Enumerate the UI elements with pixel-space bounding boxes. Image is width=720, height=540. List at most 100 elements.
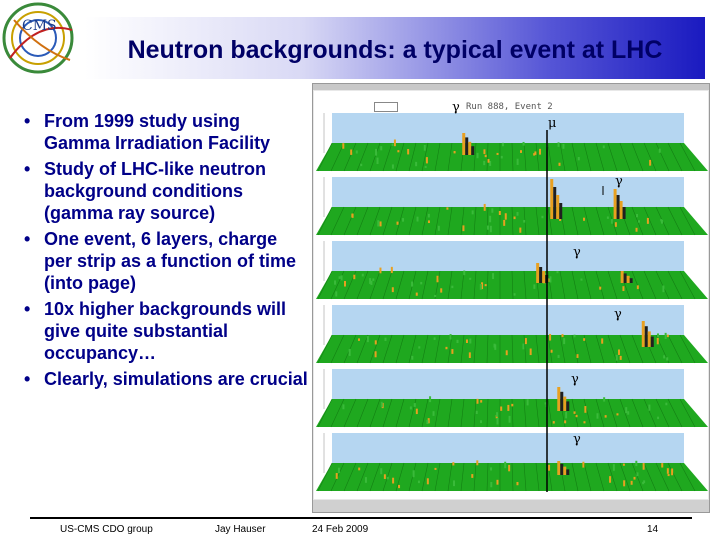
noise-bar (483, 149, 486, 155)
noise-bar (476, 460, 479, 466)
layer-grid-line (460, 206, 465, 236)
noise-bar (573, 334, 576, 338)
noise-bar (635, 227, 638, 232)
signal-peak-bar (471, 146, 475, 155)
signal-peak-bar (641, 321, 645, 347)
layer-grid-line (317, 334, 333, 364)
layer-grid-line (535, 334, 540, 364)
noise-bar (468, 352, 471, 358)
gamma-marker: γ (452, 100, 460, 115)
noise-bar (523, 219, 526, 223)
noise-bar (557, 354, 560, 358)
noise-bar (355, 150, 358, 154)
layer-grid-line (631, 334, 644, 364)
layer-grid-line (559, 270, 566, 300)
noise-bar (369, 278, 372, 284)
noise-bar (377, 220, 380, 227)
noise-bar (511, 403, 514, 407)
layer-grid-line (408, 206, 417, 236)
noise-bar (446, 207, 449, 210)
layer-grid-line (408, 142, 417, 172)
signal-peak-bar (629, 278, 633, 283)
layer-grid-line (547, 142, 553, 172)
layer-grid-line (356, 334, 369, 364)
noise-bar (522, 141, 525, 146)
layer-grid-line (535, 462, 540, 492)
noise-bar (375, 148, 378, 156)
noise-bar (508, 464, 511, 472)
noise-bar (516, 481, 519, 486)
layer-back-wall (332, 369, 684, 399)
noise-bar (490, 467, 493, 471)
noise-bar (562, 143, 565, 149)
noise-bar (409, 406, 412, 410)
layer-grid-line (356, 462, 369, 492)
signal-peak-bar (462, 133, 466, 155)
layer-grid-line (317, 462, 333, 492)
noise-bar (413, 403, 416, 407)
noise-bar (583, 217, 586, 221)
signal-peak-bar (468, 141, 472, 155)
layer-grid-line (595, 462, 605, 492)
noise-bar (416, 216, 419, 222)
layer-grid-line (382, 398, 393, 428)
layer-grid-line (547, 334, 553, 364)
layer-grid-line (571, 334, 579, 364)
noise-bar (583, 338, 586, 341)
cms-logo-icon: CMS (0, 0, 82, 80)
layer-grid-line (511, 270, 514, 300)
layer-grid-line (511, 462, 514, 492)
noise-bar (496, 152, 499, 155)
page-number: 14 (647, 524, 659, 535)
noise-bar (643, 480, 646, 484)
signal-peak-bar (644, 326, 648, 347)
bullet-dot: • (24, 159, 31, 179)
noise-bar (494, 344, 497, 350)
noise-bar (452, 462, 455, 466)
noise-bar (516, 211, 519, 216)
noise-bar (666, 334, 669, 338)
layer-grid-line (631, 270, 644, 300)
layer-grid-line (434, 270, 441, 300)
signal-peak-bar (650, 336, 654, 347)
layer-grid-line (523, 462, 527, 492)
noise-bar (386, 476, 389, 480)
layer-grid-line (655, 270, 670, 300)
noise-bar (463, 270, 466, 276)
signal-peak-bar (613, 189, 617, 219)
layer-grid-line (583, 334, 592, 364)
layer-grid-line (486, 462, 489, 492)
noise-bar (380, 146, 383, 151)
noise-bar (636, 285, 639, 290)
layer-grid-line (317, 206, 333, 236)
noise-bar (424, 165, 427, 168)
noise-bar (489, 160, 492, 166)
layer-grid-line (571, 462, 579, 492)
noise-bar (612, 464, 615, 471)
layer-grid-line (330, 398, 345, 428)
signal-peak-bar (563, 466, 567, 475)
noise-bar (453, 480, 456, 487)
layer-grid-line (535, 398, 540, 428)
noise-bar (580, 278, 583, 281)
layer-grid-line (511, 334, 514, 364)
noise-bar (664, 332, 667, 339)
noise-bar (475, 410, 478, 415)
layer-grid-line (395, 334, 405, 364)
noise-bar (603, 397, 606, 402)
noise-bar (549, 276, 552, 283)
layer-grid-line (583, 270, 592, 300)
noise-bar (402, 218, 405, 222)
noise-bar (498, 211, 501, 216)
layer-grid-line (343, 462, 357, 492)
layer-grid-line (395, 142, 405, 172)
noise-bar (415, 408, 418, 415)
noise-bar (500, 406, 503, 411)
noise-bar (516, 158, 519, 165)
bullet-item: • From 1999 study using Gamma Irradiation… (20, 110, 310, 154)
noise-bar (656, 337, 659, 345)
noise-bar (604, 415, 607, 418)
noise-bar (539, 148, 542, 155)
layer-grid-line (511, 398, 514, 428)
